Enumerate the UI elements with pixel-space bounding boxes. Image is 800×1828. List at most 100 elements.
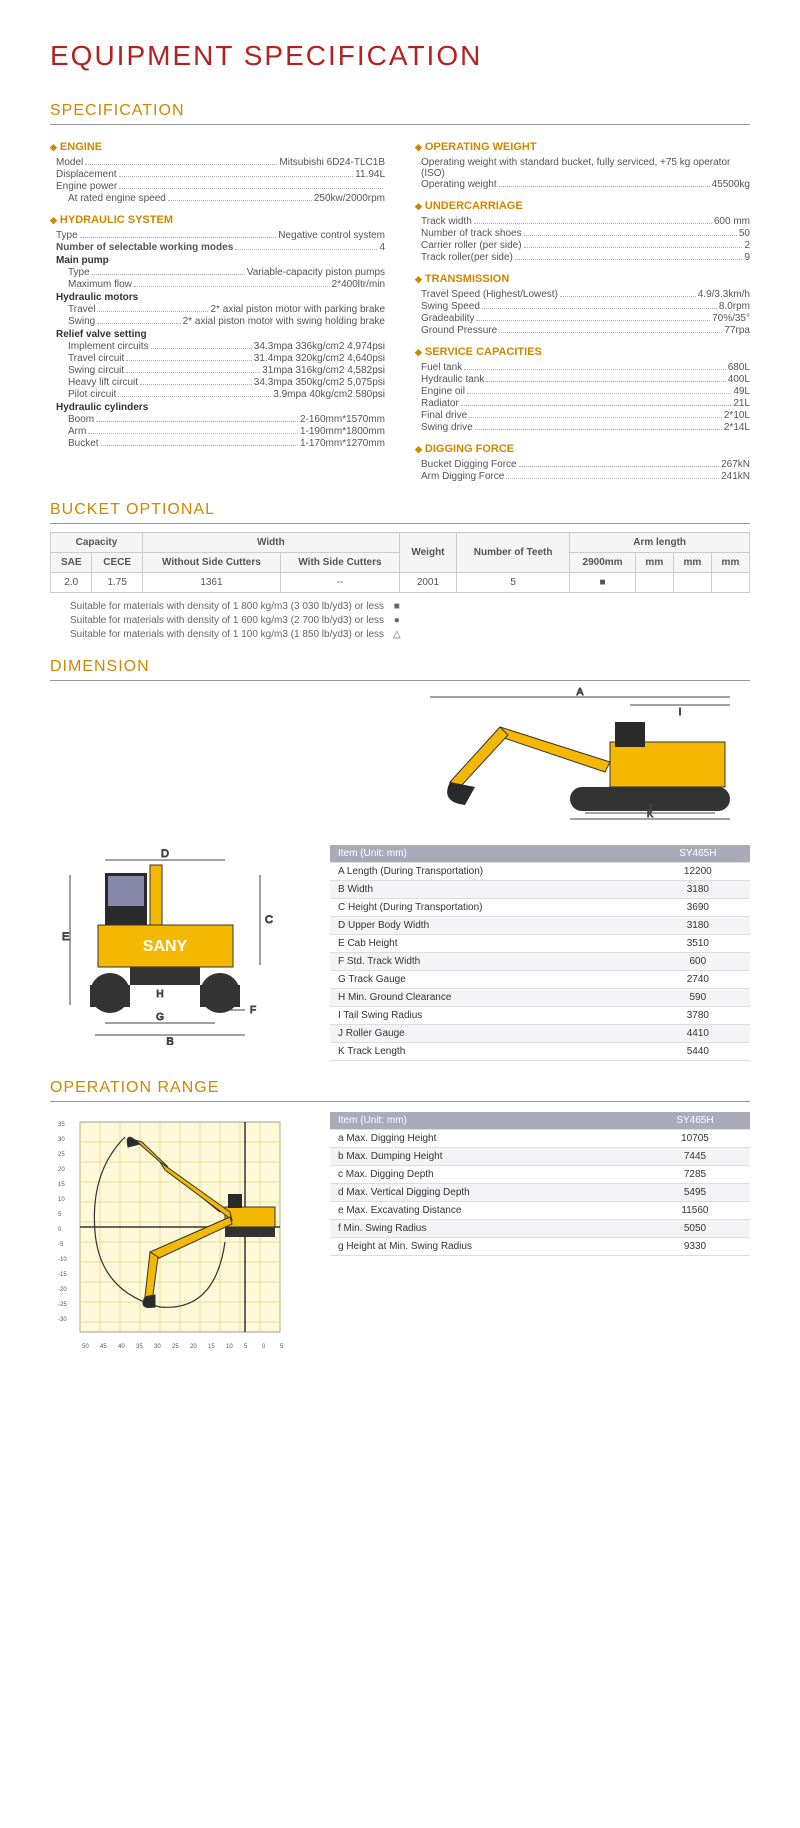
svg-text:20: 20 — [58, 1167, 65, 1173]
svg-text:A: A — [577, 687, 584, 698]
excavator-front-diagram: D E C B G F H SANY — [50, 845, 310, 1045]
spec-row: Travel2* axial piston motor with parking… — [68, 304, 385, 315]
svg-text:5: 5 — [58, 1212, 62, 1218]
spec-row: Track width600 mm — [421, 216, 750, 227]
spec-row: Number of track shoes50 — [421, 228, 750, 239]
section-bucket: BUCKET OPTIONAL — [50, 501, 750, 524]
spec-row: Ground Pressure77rpa — [421, 325, 750, 336]
spec-row: Swing Speed8.0rpm — [421, 301, 750, 312]
spec-row: Gradeability70%/35° — [421, 313, 750, 324]
section-operation: OPERATION RANGE — [50, 1079, 750, 1102]
spec-row: Arm Digging Force241kN — [421, 471, 750, 482]
page-title: EQUIPMENT SPECIFICATION — [50, 40, 750, 72]
table-row: H Min. Ground Clearance590 — [330, 989, 750, 1007]
spec-row: Engine oil49L — [421, 386, 750, 397]
spec-row: Engine power — [56, 181, 385, 192]
table-row: C Height (During Transportation)3690 — [330, 899, 750, 917]
opweight-note: Operating weight with standard bucket, f… — [421, 157, 750, 179]
svg-text:40: 40 — [118, 1344, 125, 1350]
subhead: Relief valve setting — [56, 329, 385, 340]
svg-text:0: 0 — [58, 1227, 62, 1233]
spec-row: Pilot circuit3.9mpa 40kg/cm2 580psi — [68, 389, 385, 400]
table-row: E Cab Height3510 — [330, 935, 750, 953]
svg-text:F: F — [250, 1005, 256, 1016]
svg-text:SANY: SANY — [143, 938, 188, 955]
spec-row: TypeNegative control system — [56, 230, 385, 241]
svg-text:H: H — [156, 989, 163, 1000]
svg-text:5: 5 — [244, 1344, 248, 1350]
svg-text:D: D — [161, 848, 169, 860]
svg-text:-15: -15 — [58, 1272, 67, 1278]
spec-row: Boom2-160mm*1570mm — [68, 414, 385, 425]
spec-row: Hydraulic tank400L — [421, 374, 750, 385]
spec-row: Displacement11.94L — [56, 169, 385, 180]
spec-row: Swing circuit31mpa 316kg/cm2 4,582psi — [68, 365, 385, 376]
hydraulic-head: HYDRAULIC SYSTEM — [50, 214, 385, 226]
table-row: e Max. Excavating Distance11560 — [330, 1202, 750, 1220]
svg-text:0: 0 — [262, 1344, 266, 1350]
svg-text:-5: -5 — [58, 1242, 64, 1248]
undercarriage-head: UNDERCARRIAGE — [415, 200, 750, 212]
spec-row: Arm1-190mm*1800mm — [68, 426, 385, 437]
spec-row: Maximum flow2*400ltr/min — [68, 279, 385, 290]
svg-text:10: 10 — [226, 1344, 233, 1350]
engine-head: ENGINE — [50, 141, 385, 153]
dimension-table: Item (Unit: mm)SY465H A Length (During T… — [330, 845, 750, 1061]
table-row: c Max. Digging Depth7285 — [330, 1166, 750, 1184]
svg-text:5: 5 — [280, 1344, 284, 1350]
svg-text:35: 35 — [58, 1122, 65, 1128]
table-row: K Track Length5440 — [330, 1043, 750, 1061]
bucket-table: Capacity Width Weight Number of Teeth Ar… — [50, 532, 750, 593]
svg-text:-10: -10 — [58, 1257, 67, 1263]
svg-text:25: 25 — [172, 1344, 179, 1350]
spec-row: Operating weight45500kg — [421, 179, 750, 190]
svg-text:30: 30 — [58, 1137, 65, 1143]
spec-row: Swing drive2*14L — [421, 422, 750, 433]
transmission-head: TRANSMISSION — [415, 273, 750, 285]
svg-text:15: 15 — [208, 1344, 215, 1350]
svg-text:15: 15 — [58, 1182, 65, 1188]
operation-range-diagram: 35302520151050-5-10-15-20-25-30 50454035… — [50, 1112, 310, 1352]
spec-row: TypeVariable-capacity piston pumps — [68, 267, 385, 278]
svg-text:J: J — [648, 803, 653, 813]
svg-text:10: 10 — [58, 1197, 65, 1203]
table-row: J Roller Gauge4410 — [330, 1025, 750, 1043]
bucket-legend: Suitable for materials with density of 1… — [70, 601, 750, 640]
spec-row: Bucket1-170mm*1270mm — [68, 438, 385, 449]
spec-row: Final drive2*10L — [421, 410, 750, 421]
table-row: f Min. Swing Radius5050 — [330, 1220, 750, 1238]
spec-row: Radiator21L — [421, 398, 750, 409]
spec-row: Travel Speed (Highest/Lowest)4.9/3.3km/h — [421, 289, 750, 300]
spec-row: Number of selectable working modes4 — [56, 242, 385, 253]
spec-row: At rated engine speed250kw/2000rpm — [68, 193, 385, 204]
spec-row: Carrier roller (per side)2 — [421, 240, 750, 251]
svg-text:B: B — [166, 1036, 173, 1045]
svg-text:-20: -20 — [58, 1287, 67, 1293]
table-row: I Tail Swing Radius3780 — [330, 1007, 750, 1025]
table-row: 2.01.75 1361-- 20015 ■ — [51, 573, 750, 593]
table-row: D Upper Body Width3180 — [330, 917, 750, 935]
spec-row: ModelMitsubishi 6D24-TLC1B — [56, 157, 385, 168]
table-row: d Max. Vertical Digging Depth5495 — [330, 1184, 750, 1202]
excavator-side-diagram: A I K J — [390, 687, 750, 827]
svg-text:20: 20 — [190, 1344, 197, 1350]
section-dimension: DIMENSION — [50, 658, 750, 681]
svg-text:30: 30 — [154, 1344, 161, 1350]
svg-text:25: 25 — [58, 1152, 65, 1158]
svg-text:-30: -30 — [58, 1317, 67, 1323]
table-row: F Std. Track Width600 — [330, 953, 750, 971]
section-specification: SPECIFICATION — [50, 102, 750, 125]
spec-row: Travel circuit31.4mpa 320kg/cm2 4,640psi — [68, 353, 385, 364]
svg-text:45: 45 — [100, 1344, 107, 1350]
service-head: SERVICE CAPACITIES — [415, 346, 750, 358]
operation-table: Item (Unit: mm)SY465H a Max. Digging Hei… — [330, 1112, 750, 1256]
table-row: b Max. Dumping Height7445 — [330, 1148, 750, 1166]
table-row: a Max. Digging Height10705 — [330, 1130, 750, 1148]
spec-row: Bucket Digging Force267kN — [421, 459, 750, 470]
table-row: g Height at Min. Swing Radius9330 — [330, 1238, 750, 1256]
svg-text:E: E — [62, 931, 69, 943]
subhead: Hydraulic cylinders — [56, 402, 385, 413]
subhead: Hydraulic motors — [56, 292, 385, 303]
svg-text:50: 50 — [82, 1344, 89, 1350]
table-row: G Track Gauge2740 — [330, 971, 750, 989]
